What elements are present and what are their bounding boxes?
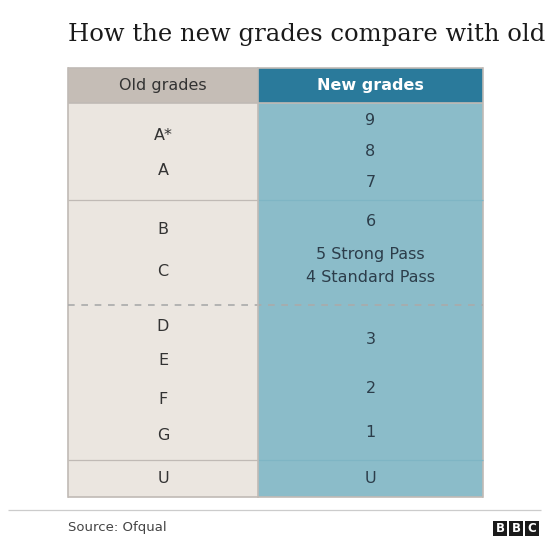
Bar	[68, 68, 258, 103]
Text: B: B	[158, 222, 169, 237]
Text: 5 Strong Pass: 5 Strong Pass	[316, 247, 425, 262]
Bar	[68, 103, 258, 497]
Text: 2: 2	[366, 381, 376, 396]
Text: 7: 7	[366, 175, 376, 190]
Bar	[509, 520, 523, 535]
Text: 1: 1	[366, 424, 376, 440]
Text: F: F	[158, 392, 167, 407]
Text: U: U	[365, 471, 376, 486]
Text: C: C	[528, 522, 536, 535]
Text: U: U	[157, 471, 169, 486]
Text: D: D	[157, 319, 169, 334]
Text: 3: 3	[366, 332, 376, 346]
Text: C: C	[158, 264, 169, 279]
Text: A*: A*	[154, 127, 172, 143]
Bar	[258, 305, 483, 460]
Text: Source: Ofqual: Source: Ofqual	[68, 522, 167, 535]
Text: B: B	[496, 522, 505, 535]
Text: 4 Standard Pass: 4 Standard Pass	[306, 270, 435, 285]
Bar	[525, 520, 539, 535]
Text: E: E	[158, 354, 168, 368]
Bar	[258, 68, 483, 103]
Text: New grades: New grades	[317, 78, 424, 93]
Text: 6: 6	[366, 214, 376, 228]
Text: B: B	[512, 522, 520, 535]
Bar	[258, 103, 483, 200]
Text: 8: 8	[366, 144, 376, 159]
Bar	[493, 520, 507, 535]
Text: 9: 9	[366, 113, 376, 128]
Text: Old grades: Old grades	[119, 78, 207, 93]
Text: G: G	[157, 428, 169, 442]
Text: A: A	[158, 164, 169, 178]
Text: How the new grades compare with old ones: How the new grades compare with old ones	[68, 24, 549, 47]
Bar	[258, 460, 483, 497]
Bar	[258, 200, 483, 305]
